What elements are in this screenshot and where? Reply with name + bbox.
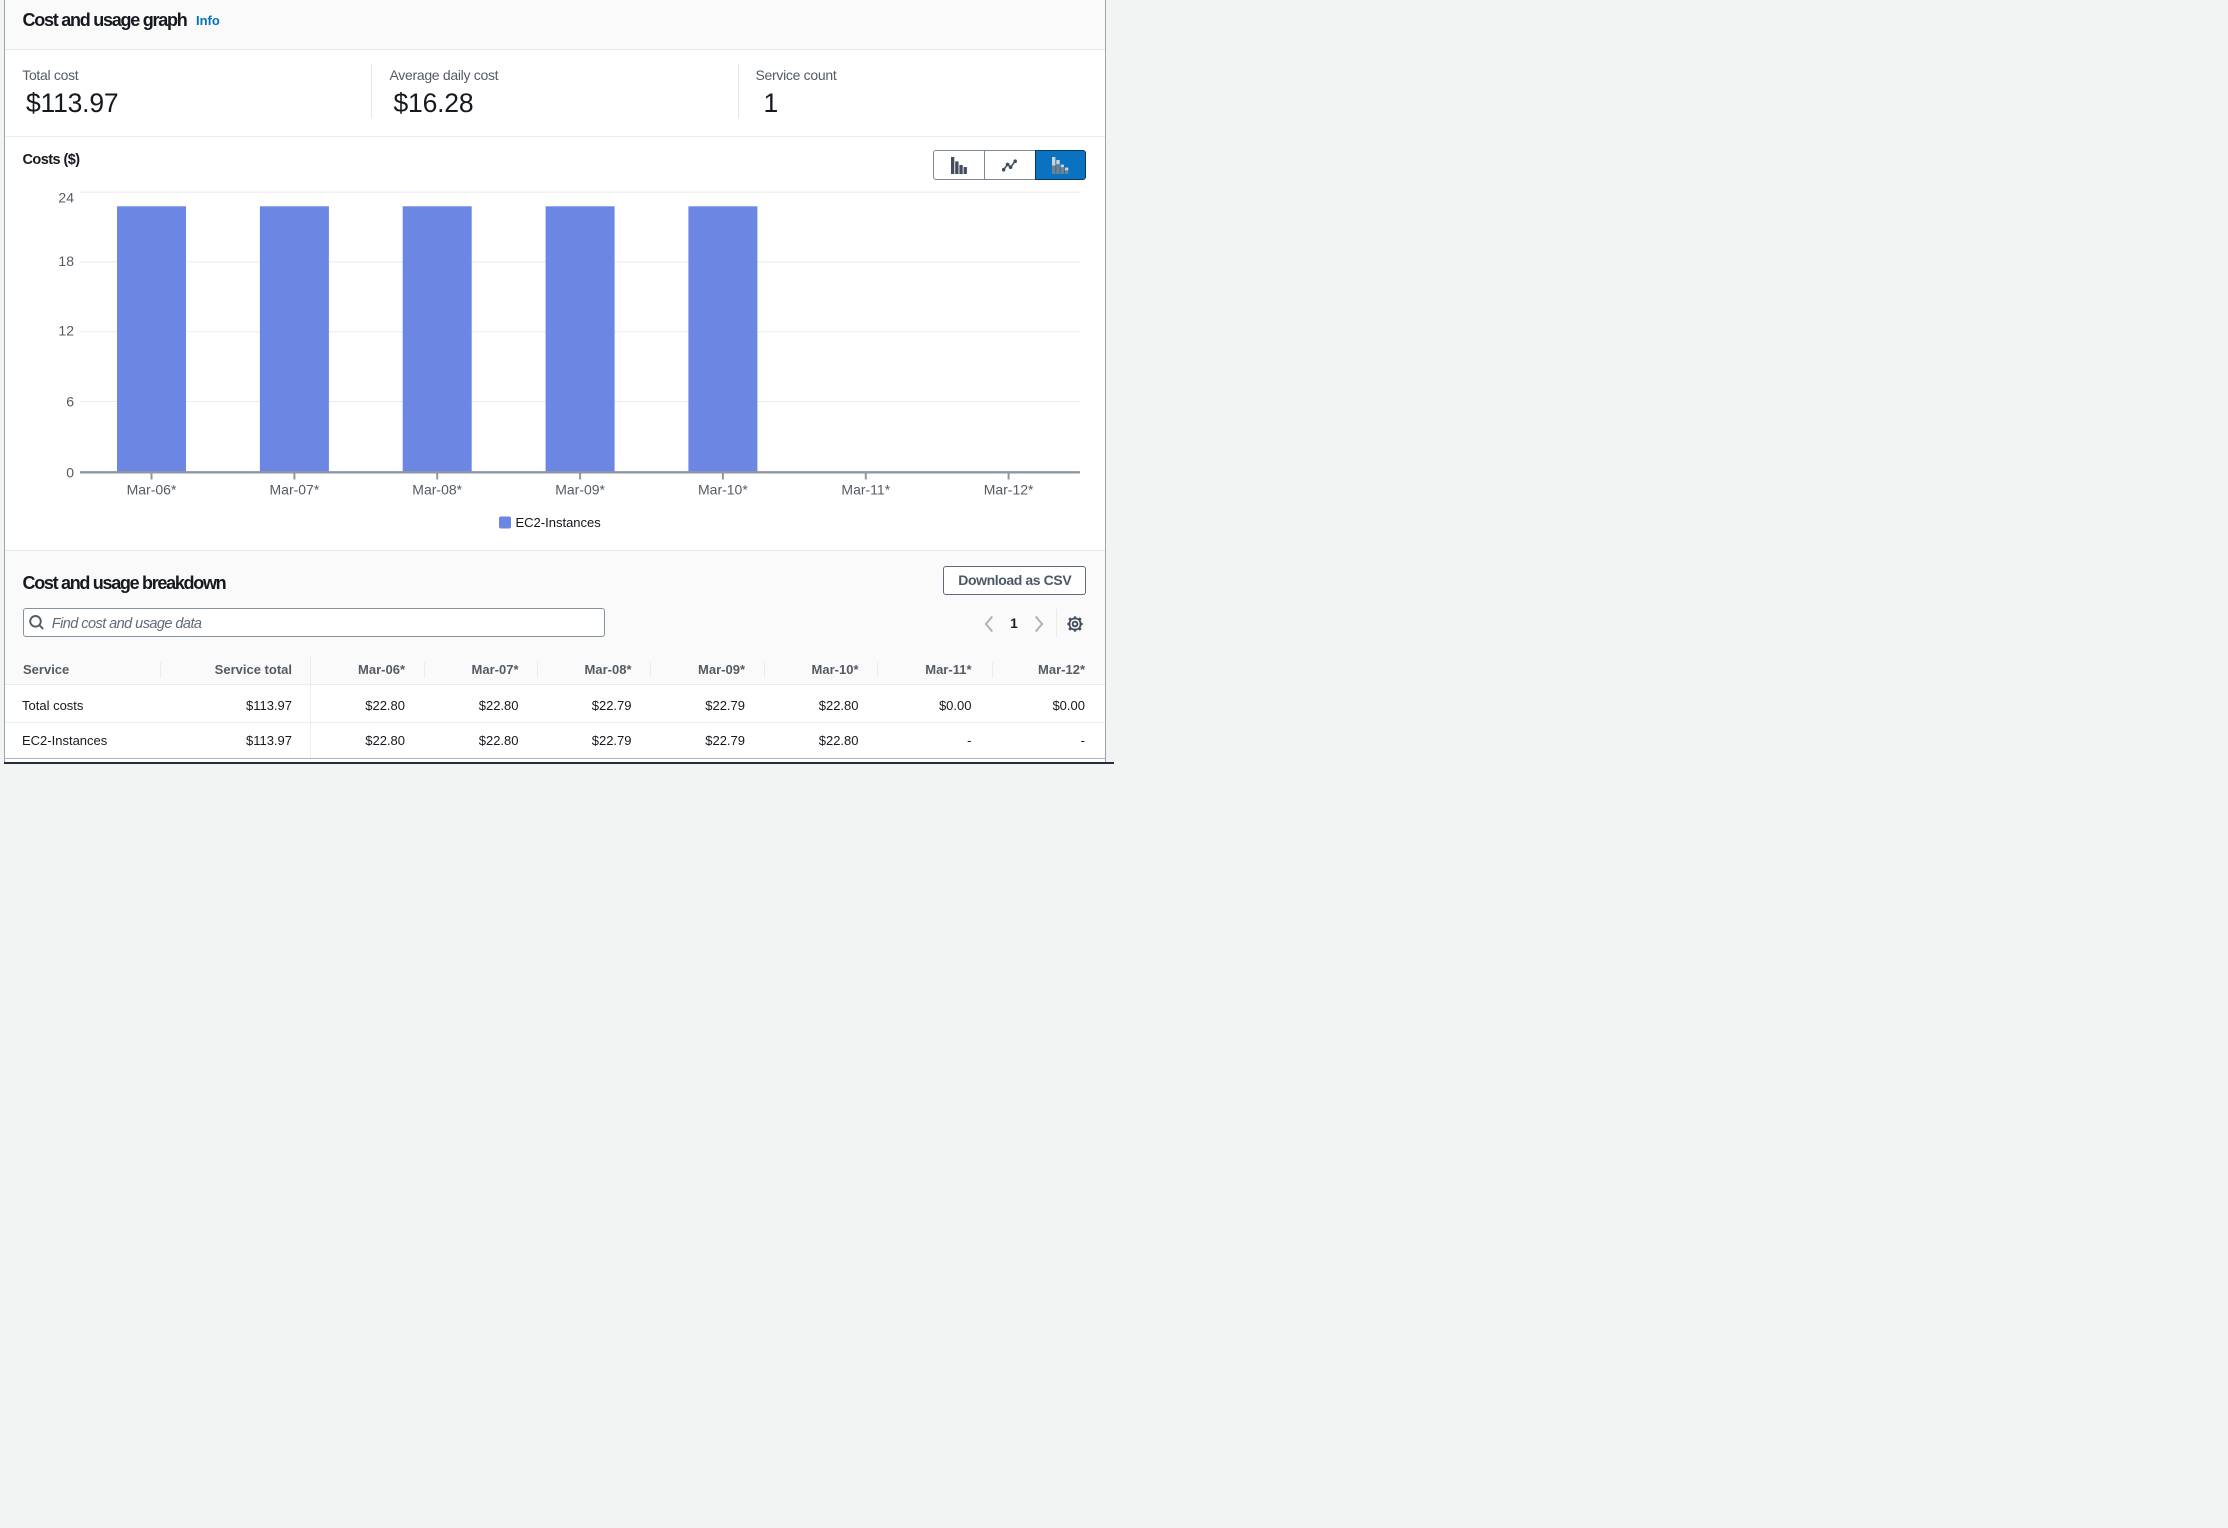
svg-text:12: 12 <box>58 322 74 338</box>
svg-text:Mar-07*: Mar-07* <box>270 481 320 497</box>
svg-text:Mar-09*: Mar-09* <box>555 481 605 497</box>
svg-text:24: 24 <box>58 189 74 205</box>
svg-text:Mar-12*: Mar-12* <box>984 481 1034 497</box>
svg-text:Mar-08*: Mar-08* <box>412 481 462 497</box>
svg-text:Mar-11*: Mar-11* <box>841 481 890 497</box>
svg-text:0: 0 <box>66 464 74 480</box>
svg-text:Mar-10*: Mar-10* <box>698 481 748 497</box>
svg-text:6: 6 <box>66 394 74 410</box>
svg-text:EC2-Instances: EC2-Instances <box>516 515 602 530</box>
svg-text:Mar-06*: Mar-06* <box>127 481 177 497</box>
svg-text:18: 18 <box>58 253 74 269</box>
